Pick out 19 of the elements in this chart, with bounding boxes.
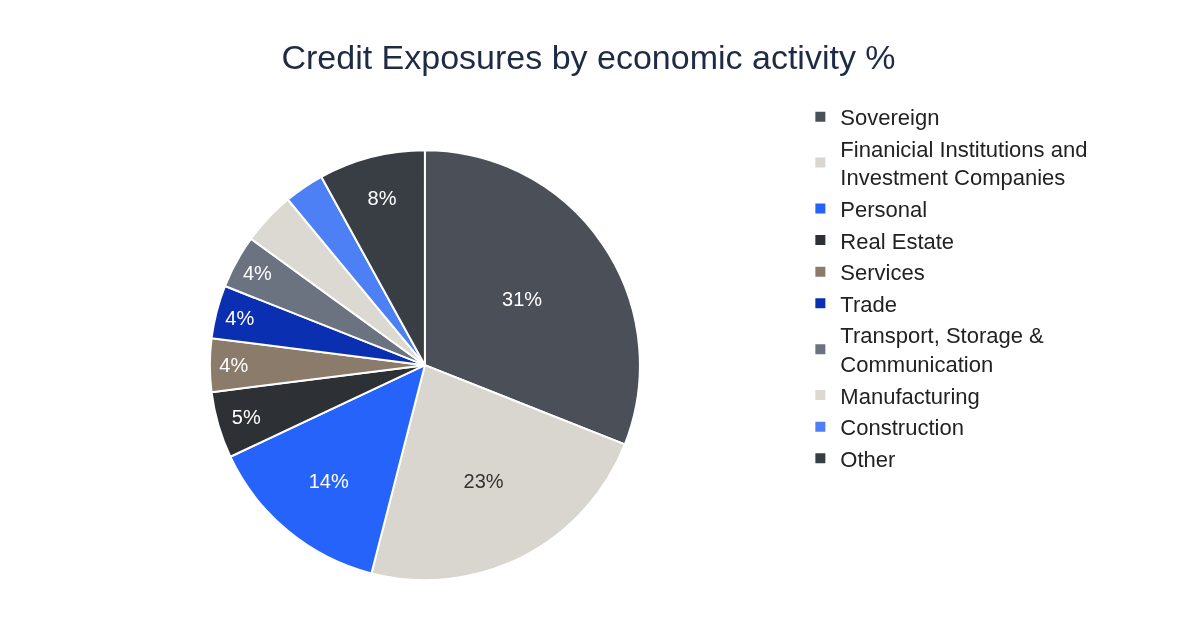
data-label: 4%	[225, 306, 255, 329]
data-label: 5%	[231, 406, 261, 429]
legend-label: Personal	[840, 197, 928, 223]
data-label: 31%	[502, 288, 543, 311]
legend-label: Finanicial Institutions and Investment Companies	[840, 136, 1088, 191]
data-label: 14%	[308, 470, 349, 493]
data-label: 23%	[463, 469, 504, 492]
data-label: 4%	[219, 354, 249, 377]
legend-label: Trade	[840, 291, 898, 317]
chart-title: Credit Exposures by economic activity %	[281, 38, 896, 77]
data-label: 8%	[367, 187, 397, 210]
legend-label: Sovereign	[840, 105, 940, 131]
legend-label: Construction	[840, 415, 964, 441]
legend-label: Real Estate	[840, 228, 955, 254]
legend-label: Services	[840, 260, 925, 286]
data-label: 4%	[242, 262, 273, 285]
legend-label: Transport, Storage & Communication	[840, 323, 1045, 378]
legend-label: Other	[840, 446, 896, 472]
legend-label: Manufacturing	[840, 383, 980, 409]
